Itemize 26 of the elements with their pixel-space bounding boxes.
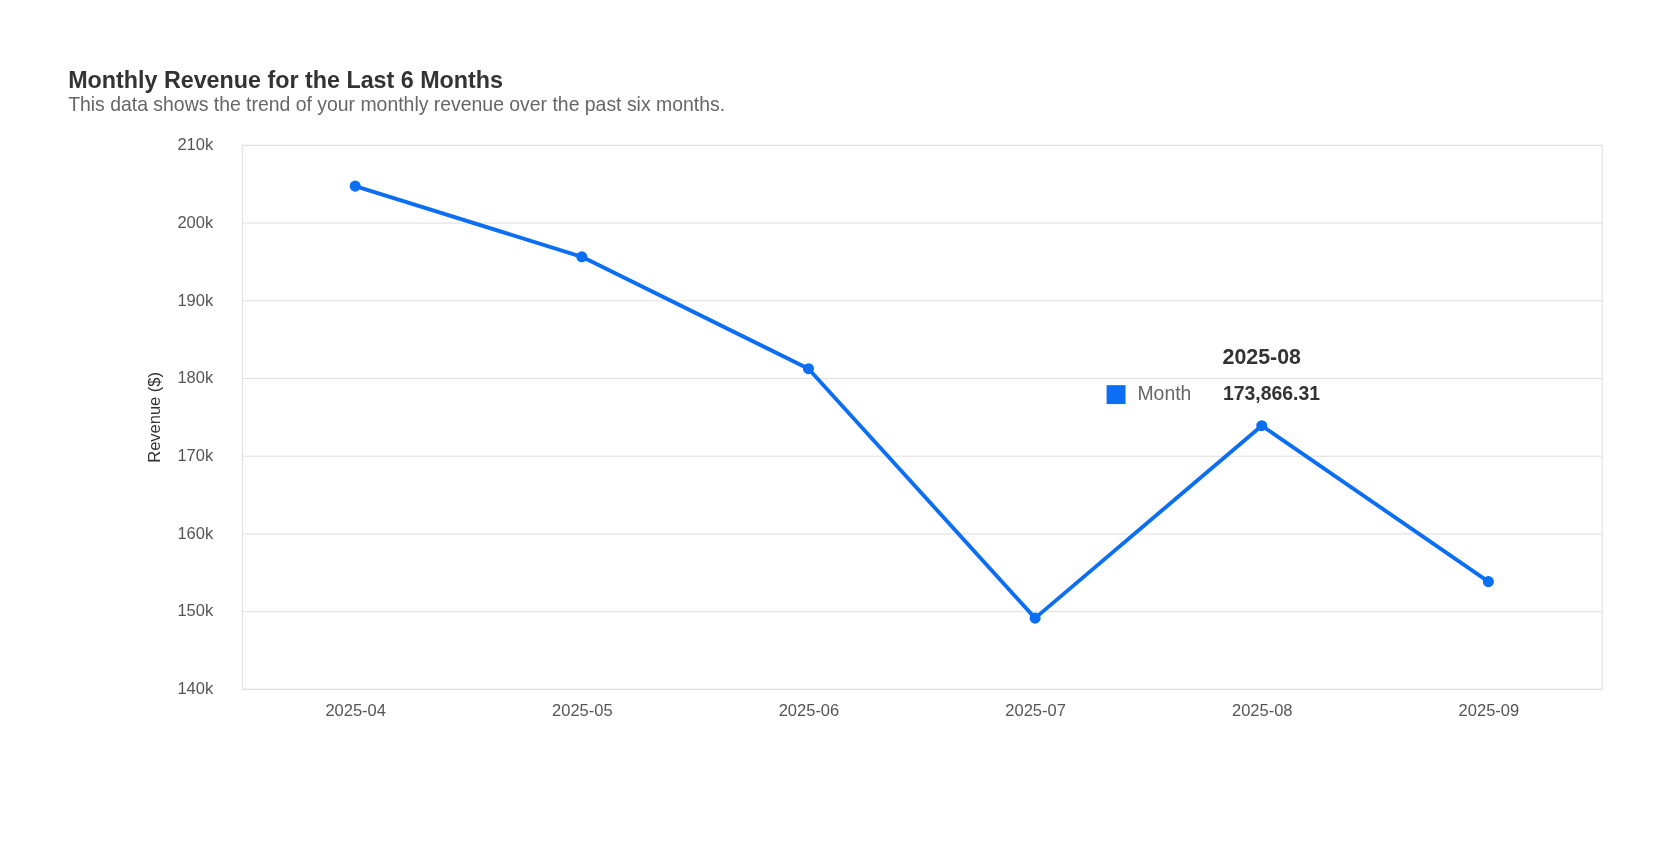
y-tick-label: 180k (177, 368, 214, 387)
x-tick-label: 2025-06 (778, 700, 840, 719)
legend-label: Month (1137, 382, 1192, 405)
annotation: 2025-08 (1222, 345, 1302, 370)
point (576, 251, 588, 263)
chart-subtitle: This data shows the trend of your monthly revenue over the past six months. (68, 92, 726, 115)
y-axis-title: Revenue ($) (144, 371, 163, 463)
y-tick-label: 190k (177, 290, 214, 309)
point (802, 363, 815, 375)
x-tick-label: 2025-08 (1231, 700, 1293, 719)
data-label: 173,866.31 (1222, 382, 1321, 405)
x-tick-label: 2025-04 (325, 700, 386, 719)
x-tick-label: 2025-05 (552, 700, 613, 719)
point (349, 180, 361, 192)
point (1482, 576, 1494, 588)
y-tick-label: 200k (177, 212, 214, 231)
y-tick-label: 160k (177, 523, 214, 542)
y-tick-label: 140k (177, 679, 214, 698)
y-tick-label: 210k (177, 135, 214, 154)
x-tick-label: 2025-09 (1458, 700, 1520, 719)
x-tick-label: 2025-07 (1005, 700, 1066, 719)
y-tick-label: 150k (177, 601, 214, 620)
y-tick-label: 170k (177, 446, 214, 465)
chart-title: Monthly Revenue for the Last 6 Months (68, 66, 504, 93)
point (1256, 420, 1268, 432)
point (1029, 612, 1041, 624)
